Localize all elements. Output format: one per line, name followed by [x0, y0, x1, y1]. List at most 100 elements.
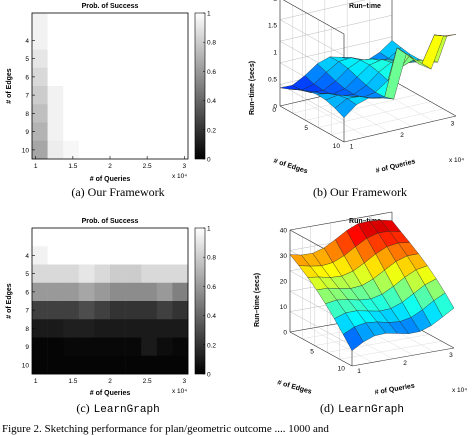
y-tick-label: 5 [25, 56, 29, 63]
ylabel-b: # of Edges [273, 158, 309, 176]
heatmap-cell [63, 67, 80, 87]
grid-line [289, 311, 353, 346]
heatmap-cell [156, 49, 173, 69]
z-tick-label: 10 [280, 304, 288, 311]
caption-d-name: LearnGraph [338, 404, 404, 416]
heatmap-cell [141, 246, 158, 265]
y-ticks-d: 5 10 [310, 348, 345, 372]
heatmap-cell [63, 49, 80, 69]
title-c: Prob. of Success [82, 218, 139, 225]
heatmap-cell [94, 67, 111, 87]
heatmap-cell [110, 31, 126, 50]
heatmap-cell [94, 86, 111, 105]
heatmap-cell [63, 31, 80, 50]
y-tick-label: 10 [22, 362, 30, 369]
y-tick-label: 7 [25, 308, 29, 315]
title-b: Run–time [349, 3, 381, 10]
y-tick-label: 0 [272, 107, 276, 114]
y-tick-label: 9 [25, 129, 29, 136]
axis-edge [391, 79, 457, 117]
heatmap-cell [141, 282, 158, 302]
heatmap-cell [172, 264, 189, 284]
x-multiplier-a: x 10⁴ [172, 173, 187, 180]
surface-b: Run–time 0 0.5 1 1.5 2 1 2 3 0 5 10 x 10⁴ # of Q… [249, 0, 464, 175]
heatmap-cell [125, 140, 142, 160]
heatmap-cell [94, 319, 111, 338]
x-tick-label: 2.5 [143, 378, 152, 385]
heatmap-cell [125, 104, 142, 123]
colorbar-tick-label: 0.8 [207, 255, 216, 262]
axis-edge [351, 347, 455, 367]
grid-line [279, 36, 393, 64]
heatmap-cell [63, 228, 80, 247]
colorbar-gradient [194, 12, 206, 160]
heatmap-cell [63, 140, 80, 160]
heatmap-c-cells [32, 228, 189, 375]
heatmap-cell [156, 31, 173, 50]
heatmap-cell [63, 355, 80, 375]
heatmap-cell [172, 337, 189, 357]
heatmap-cell [172, 104, 189, 123]
colorbar-gradient [194, 227, 206, 375]
y-ticks-a: 4 5 6 7 8 9 10 [22, 38, 35, 154]
grid-line [279, 84, 345, 121]
axis-edge [289, 211, 393, 231]
heatmap-cell [63, 246, 80, 265]
heatmap-cell [32, 355, 48, 375]
heatmap-cell [141, 264, 158, 284]
y-tick-label: 5 [304, 125, 308, 132]
colorbar-tick-label: 1 [207, 11, 211, 18]
heatmap-cell [156, 13, 173, 32]
surface-b-box [279, 0, 457, 143]
heatmap-cell [172, 228, 189, 247]
z-tick-label: 30 [280, 253, 288, 260]
heatmap-cell [47, 246, 64, 265]
heatmap-cell [94, 337, 111, 357]
y-tick-label: 4 [25, 253, 29, 260]
xlabel-a: # of Queries [90, 176, 131, 183]
colorbar-tick-label: 0.2 [207, 127, 216, 134]
caption-a: (a) Our Framework [71, 185, 164, 199]
heatmap-cell [47, 301, 64, 320]
heatmap-cell [32, 67, 48, 87]
heatmap-cell [47, 104, 64, 123]
heatmap-cell [125, 86, 142, 105]
heatmap-cell [141, 355, 158, 375]
heatmap-cell [141, 104, 158, 123]
heatmap-cell [125, 228, 142, 247]
heatmap-cell [32, 264, 48, 284]
y-tick-label: 9 [25, 344, 29, 351]
surface-d: Run–time 0 10 20 30 40 1 2 3 5 10 x 10⁴ # of Qu… [254, 211, 467, 396]
y-ticks-c: 4 5 6 7 8 9 10 [22, 253, 35, 369]
y-tick-label: 6 [25, 74, 29, 81]
heatmap-cell [32, 301, 48, 320]
heatmap-cell [156, 104, 173, 123]
heatmap-cell [32, 31, 48, 50]
x-tick-label: 1 [34, 163, 38, 170]
heatmap-cell [63, 122, 80, 142]
axis-edge [282, 0, 345, 35]
heatmap-cell [156, 140, 173, 160]
x-multiplier-d: x 10⁴ [452, 387, 467, 394]
heatmap-cell [141, 228, 158, 247]
heatmap-cell [141, 13, 158, 32]
heatmap-cell [78, 264, 95, 284]
heatmap-cell [94, 122, 111, 142]
grid-line [327, 334, 430, 353]
heatmap-cell [94, 355, 111, 375]
heatmap-cell [47, 122, 64, 142]
heatmap-cell [94, 140, 111, 160]
colorbar-tick-label: 0 [207, 157, 211, 164]
colorbar-tick-label: 0.4 [207, 313, 216, 320]
x-tick-label: 2 [400, 132, 404, 139]
heatmap-cell [141, 140, 158, 160]
colorbar-tick-label: 0.6 [207, 69, 216, 76]
caption-c-prefix: (c) [76, 401, 89, 415]
grid-line [302, 100, 367, 138]
caption-d: (d) LearnGraph [320, 401, 404, 416]
y-tick-label: 8 [25, 326, 29, 333]
heatmap-cell [63, 104, 80, 123]
y-tick-label: 5 [310, 348, 314, 355]
heatmap-cell [94, 49, 111, 69]
heatmap-cell [47, 264, 64, 284]
